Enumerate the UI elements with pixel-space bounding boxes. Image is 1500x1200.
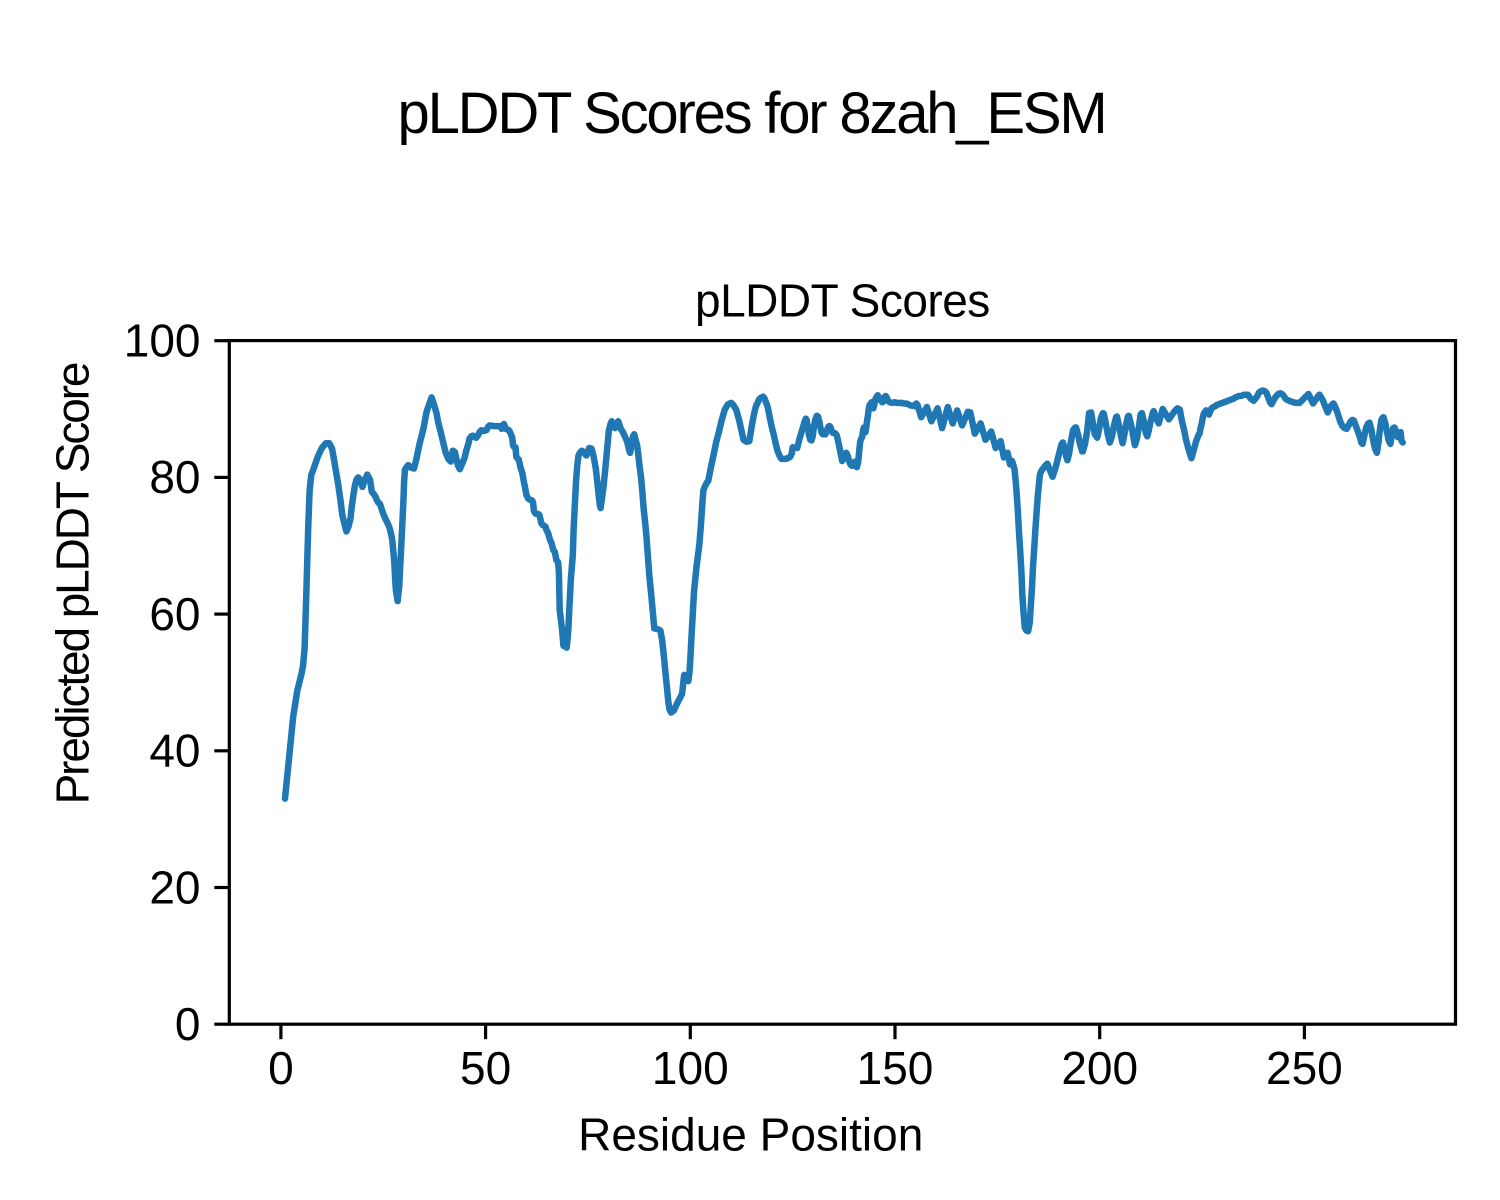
svg-text:100: 100 xyxy=(652,1042,729,1094)
svg-text:pLDDT Scores: pLDDT Scores xyxy=(695,275,990,327)
svg-text:80: 80 xyxy=(149,451,200,503)
svg-text:150: 150 xyxy=(857,1042,934,1094)
svg-text:pLDDT Scores for 8zah_ESM: pLDDT Scores for 8zah_ESM xyxy=(398,81,1106,146)
svg-text:100: 100 xyxy=(124,315,201,367)
svg-text:40: 40 xyxy=(149,725,200,777)
svg-text:Residue Position: Residue Position xyxy=(578,1109,923,1161)
svg-text:Predicted pLDDT Score: Predicted pLDDT Score xyxy=(47,363,99,804)
svg-text:60: 60 xyxy=(149,588,200,640)
svg-text:0: 0 xyxy=(175,998,201,1050)
svg-text:20: 20 xyxy=(149,861,200,913)
svg-text:50: 50 xyxy=(460,1042,511,1094)
svg-text:0: 0 xyxy=(268,1042,294,1094)
svg-text:250: 250 xyxy=(1266,1042,1343,1094)
svg-text:200: 200 xyxy=(1061,1042,1138,1094)
